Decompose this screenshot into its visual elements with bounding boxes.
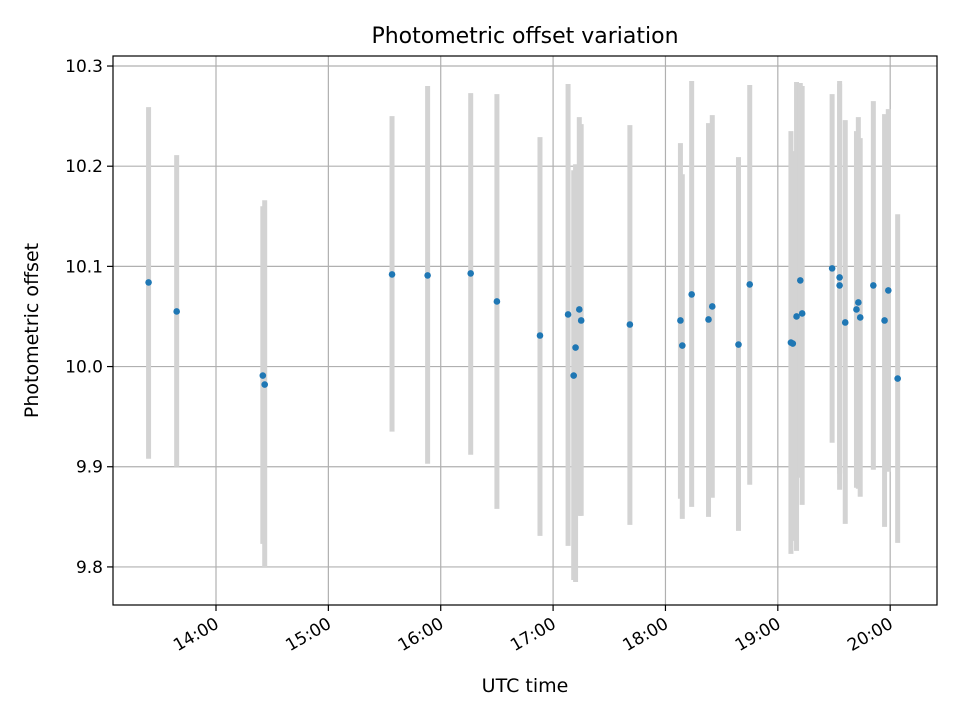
y-tick-label: 10.0 (65, 358, 103, 378)
y-tick-label: 10.2 (65, 157, 103, 177)
data-point (798, 310, 806, 317)
data-point (705, 316, 712, 323)
data-point (870, 282, 877, 289)
data-point (677, 317, 684, 324)
data-point (173, 308, 180, 315)
data-point (688, 291, 695, 298)
data-point (735, 341, 742, 348)
data-point (261, 381, 268, 388)
data-point (796, 277, 804, 284)
data-point (259, 372, 267, 379)
x-axis-label: UTC time (482, 675, 569, 697)
data-point (626, 321, 634, 328)
data-point (894, 375, 901, 382)
data-point (493, 298, 501, 305)
y-axis-label: Photometric offset (21, 243, 43, 418)
y-tick-label: 9.9 (76, 458, 103, 478)
data-point (789, 340, 797, 347)
data-point (855, 299, 862, 306)
data-point (145, 279, 152, 286)
data-point (793, 313, 800, 320)
data-point (679, 342, 686, 349)
data-point (536, 332, 544, 339)
data-point (577, 317, 585, 324)
data-point (708, 303, 716, 310)
data-points (145, 265, 901, 388)
data-point (424, 272, 431, 279)
data-point (576, 306, 583, 313)
data-point (572, 344, 579, 351)
data-point (746, 281, 754, 288)
data-point (885, 287, 892, 294)
plot-frame (112, 55, 938, 606)
y-tick-label: 9.8 (76, 558, 103, 578)
y-tick-label: 10.1 (65, 257, 103, 277)
data-point (836, 274, 843, 281)
data-point (836, 282, 843, 289)
data-point (564, 311, 572, 318)
data-point (881, 317, 888, 324)
chart-title: Photometric offset variation (371, 24, 678, 49)
data-point (467, 270, 474, 277)
data-point (388, 271, 396, 278)
data-point (856, 314, 864, 321)
data-point (841, 319, 849, 326)
data-point (828, 265, 836, 272)
data-point (853, 306, 860, 313)
y-tick-label: 10.3 (65, 57, 103, 77)
data-point (570, 372, 577, 379)
